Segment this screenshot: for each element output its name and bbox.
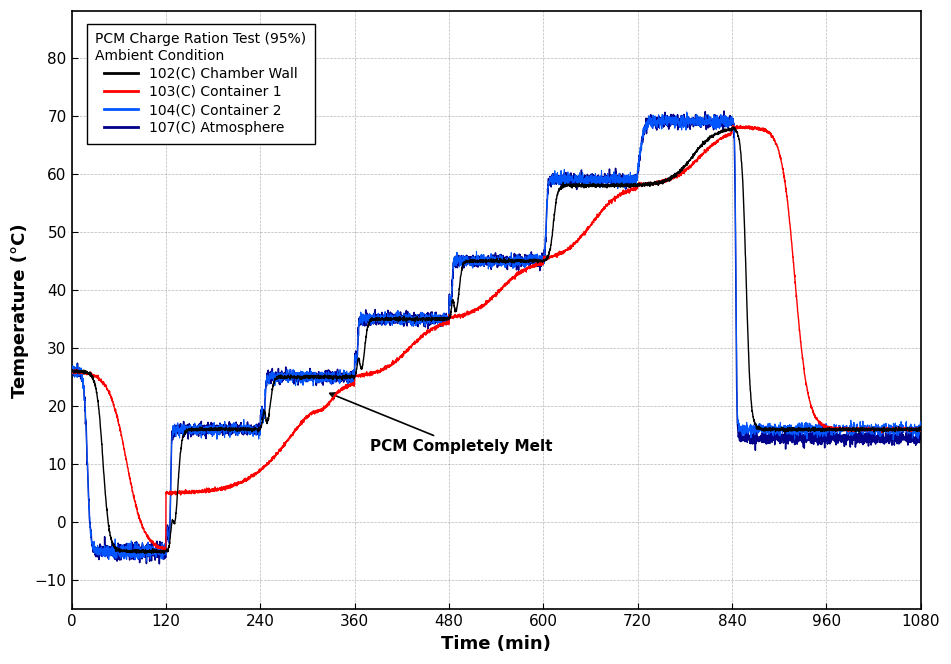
- Legend: 102(C) Chamber Wall, 103(C) Container 1, 104(C) Container 2, 107(C) Atmosphere: 102(C) Chamber Wall, 103(C) Container 1,…: [87, 24, 315, 143]
- Y-axis label: Temperature (°C): Temperature (°C): [11, 223, 29, 398]
- Text: PCM Completely Melt: PCM Completely Melt: [330, 393, 553, 454]
- X-axis label: Time (min): Time (min): [441, 635, 551, 653]
